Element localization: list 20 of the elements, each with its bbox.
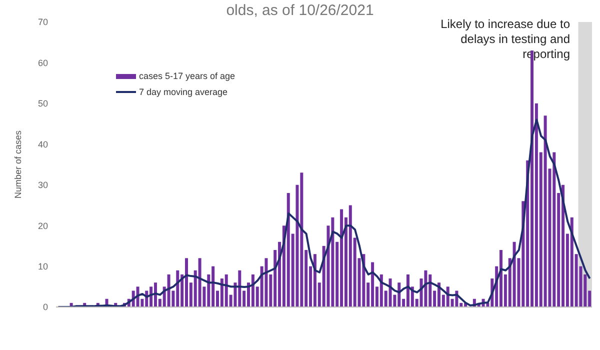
bar (264, 258, 268, 307)
bar (544, 116, 547, 307)
chart-title: olds, as of 10/26/2021 (226, 2, 374, 19)
bar (198, 258, 202, 307)
y-tick-label: 40 (38, 139, 48, 150)
y-tick-label: 70 (38, 17, 48, 28)
bar (512, 242, 516, 307)
bar (424, 270, 428, 307)
y-tick-label: 0 (42, 302, 48, 312)
legend-label: cases 5-17 years of age (139, 71, 236, 81)
y-tick-label: 20 (38, 220, 48, 231)
y-tick-label: 60 (38, 58, 48, 68)
y-tick-label: 50 (38, 98, 48, 109)
y-axis-title: Number of cases (13, 130, 24, 199)
y-tick-label: 30 (38, 180, 48, 190)
line-series (57, 118, 591, 307)
bar (167, 274, 170, 307)
y-tick-label: 10 (38, 261, 48, 272)
bar (388, 278, 392, 307)
legend-label: 7 day moving average (139, 87, 228, 97)
